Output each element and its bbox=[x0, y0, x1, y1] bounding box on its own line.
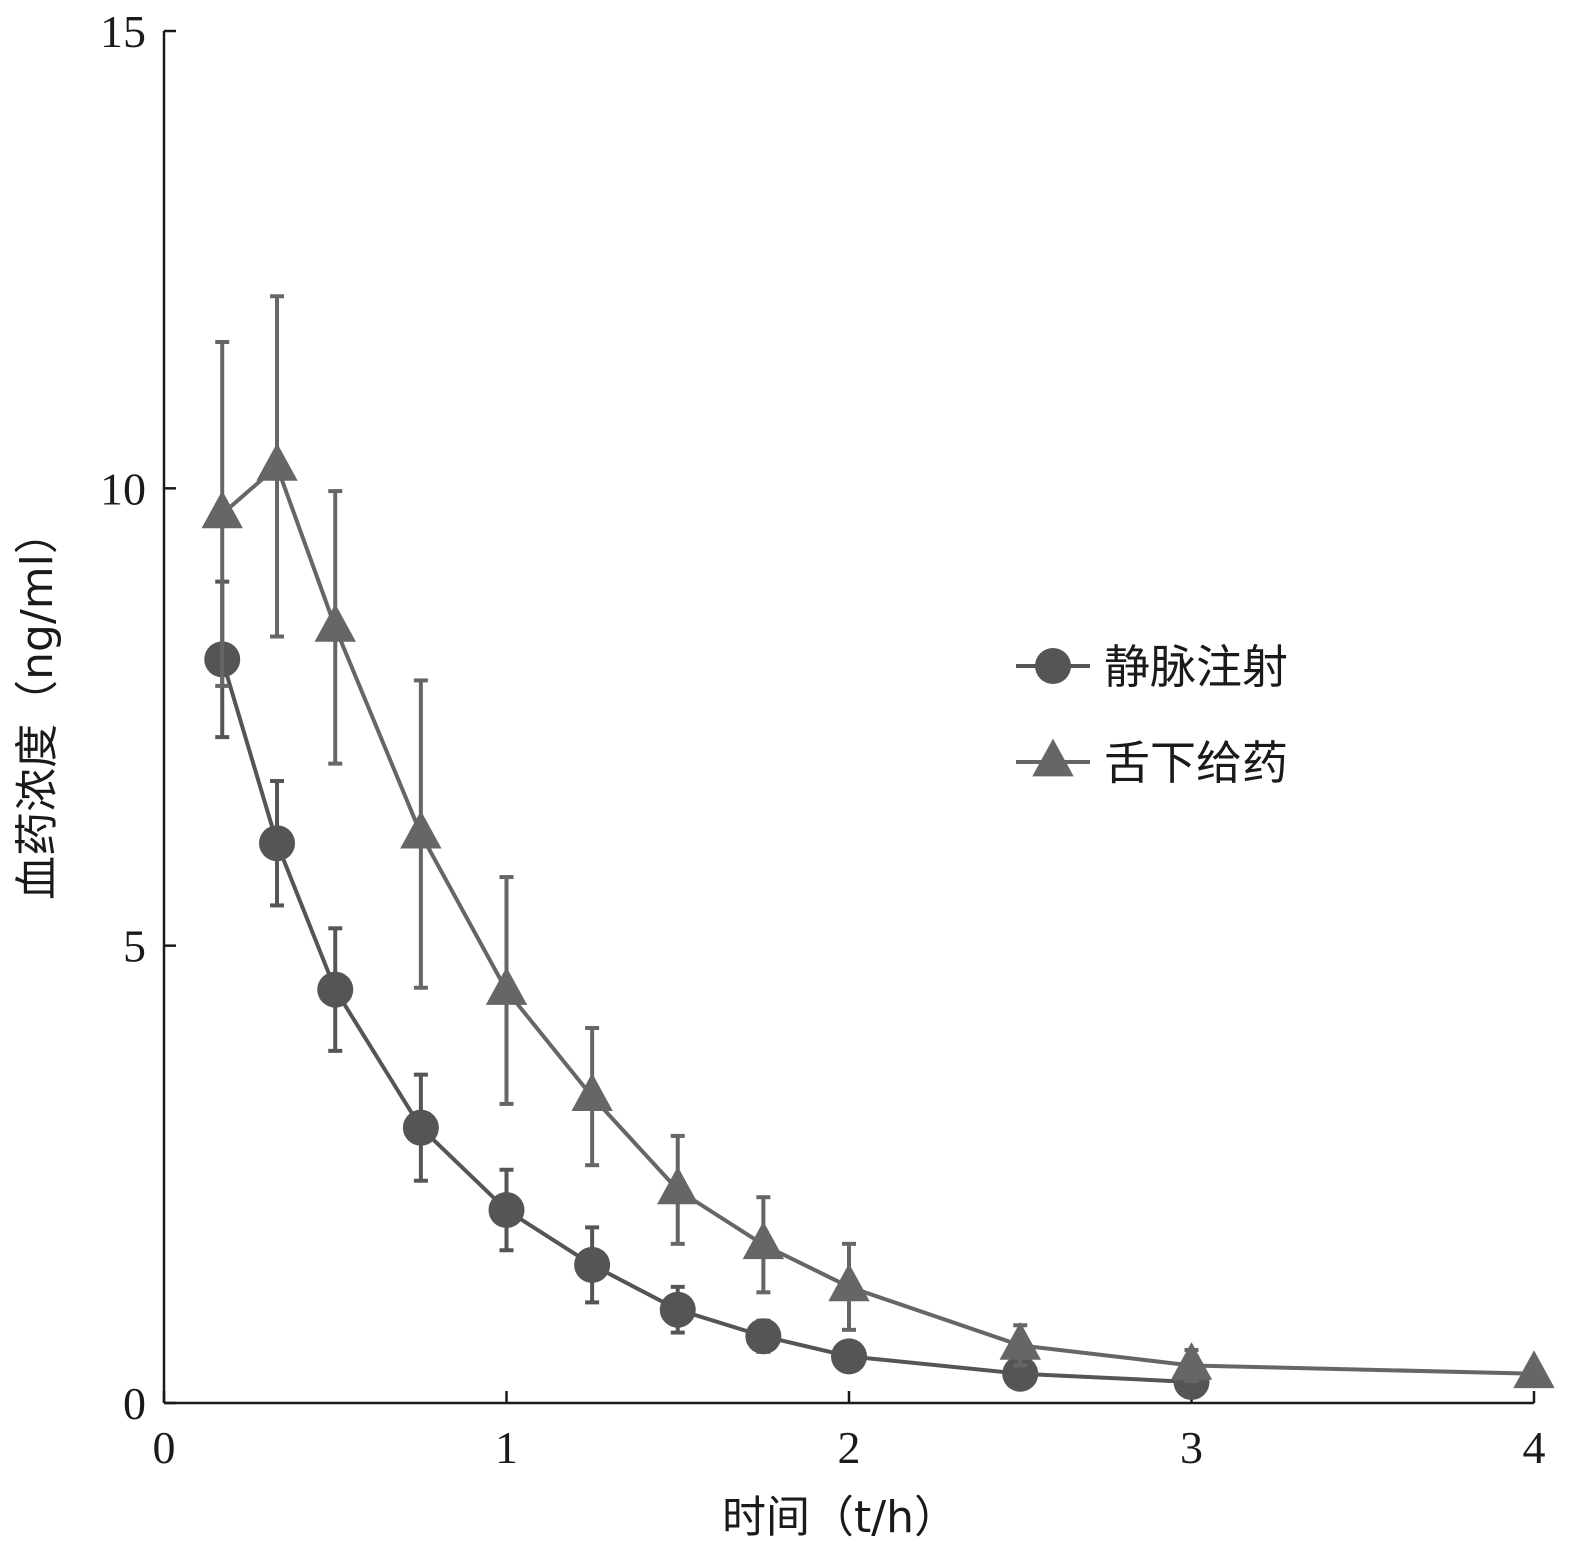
series-2 bbox=[201, 294, 1555, 1389]
data-point bbox=[488, 1192, 525, 1229]
data-point bbox=[256, 442, 298, 481]
series-layer bbox=[201, 294, 1555, 1400]
data-point bbox=[317, 971, 354, 1008]
data-point bbox=[400, 810, 442, 849]
data-point bbox=[1170, 1342, 1213, 1380]
y-tick-label: 10 bbox=[100, 463, 146, 514]
x-tick-label: 3 bbox=[1180, 1422, 1203, 1473]
data-point bbox=[745, 1318, 782, 1355]
y-tick-label: 15 bbox=[100, 6, 146, 57]
data-point bbox=[574, 1246, 611, 1283]
data-point bbox=[742, 1221, 785, 1260]
y-tick-label: 0 bbox=[123, 1378, 146, 1429]
y-tick-label: 5 bbox=[123, 921, 146, 972]
x-tick-label: 1 bbox=[495, 1422, 518, 1473]
data-point bbox=[201, 490, 243, 529]
data-point bbox=[571, 1073, 613, 1111]
data-point bbox=[999, 1321, 1041, 1360]
data-point bbox=[259, 825, 296, 862]
legend-label: 舌下给药 bbox=[1104, 736, 1288, 790]
data-point bbox=[485, 967, 528, 1005]
y-axis-title: 血药浓度（ng/ml） bbox=[12, 510, 63, 900]
data-point bbox=[1513, 1350, 1555, 1389]
legend-triangle-marker bbox=[1032, 738, 1074, 777]
data-point bbox=[657, 1166, 699, 1205]
data-point bbox=[828, 1263, 870, 1302]
data-point bbox=[1002, 1355, 1039, 1392]
legend-label: 静脉注射 bbox=[1104, 640, 1288, 694]
data-point bbox=[831, 1338, 867, 1375]
x-tick-label: 2 bbox=[838, 1422, 861, 1473]
data-point bbox=[314, 603, 356, 642]
axes: 0 1 2 3 4 0 5 10 15 bbox=[100, 6, 1546, 1473]
x-axis-title: 时间（t/h） bbox=[722, 1492, 958, 1543]
x-tick-label: 4 bbox=[1523, 1422, 1546, 1473]
series-1 bbox=[204, 579, 1210, 1400]
data-point bbox=[402, 1109, 439, 1146]
data-point bbox=[659, 1291, 696, 1328]
x-tick-label: 0 bbox=[153, 1422, 176, 1473]
legend-circle-marker bbox=[1035, 648, 1071, 684]
series-line bbox=[220, 462, 1535, 1376]
